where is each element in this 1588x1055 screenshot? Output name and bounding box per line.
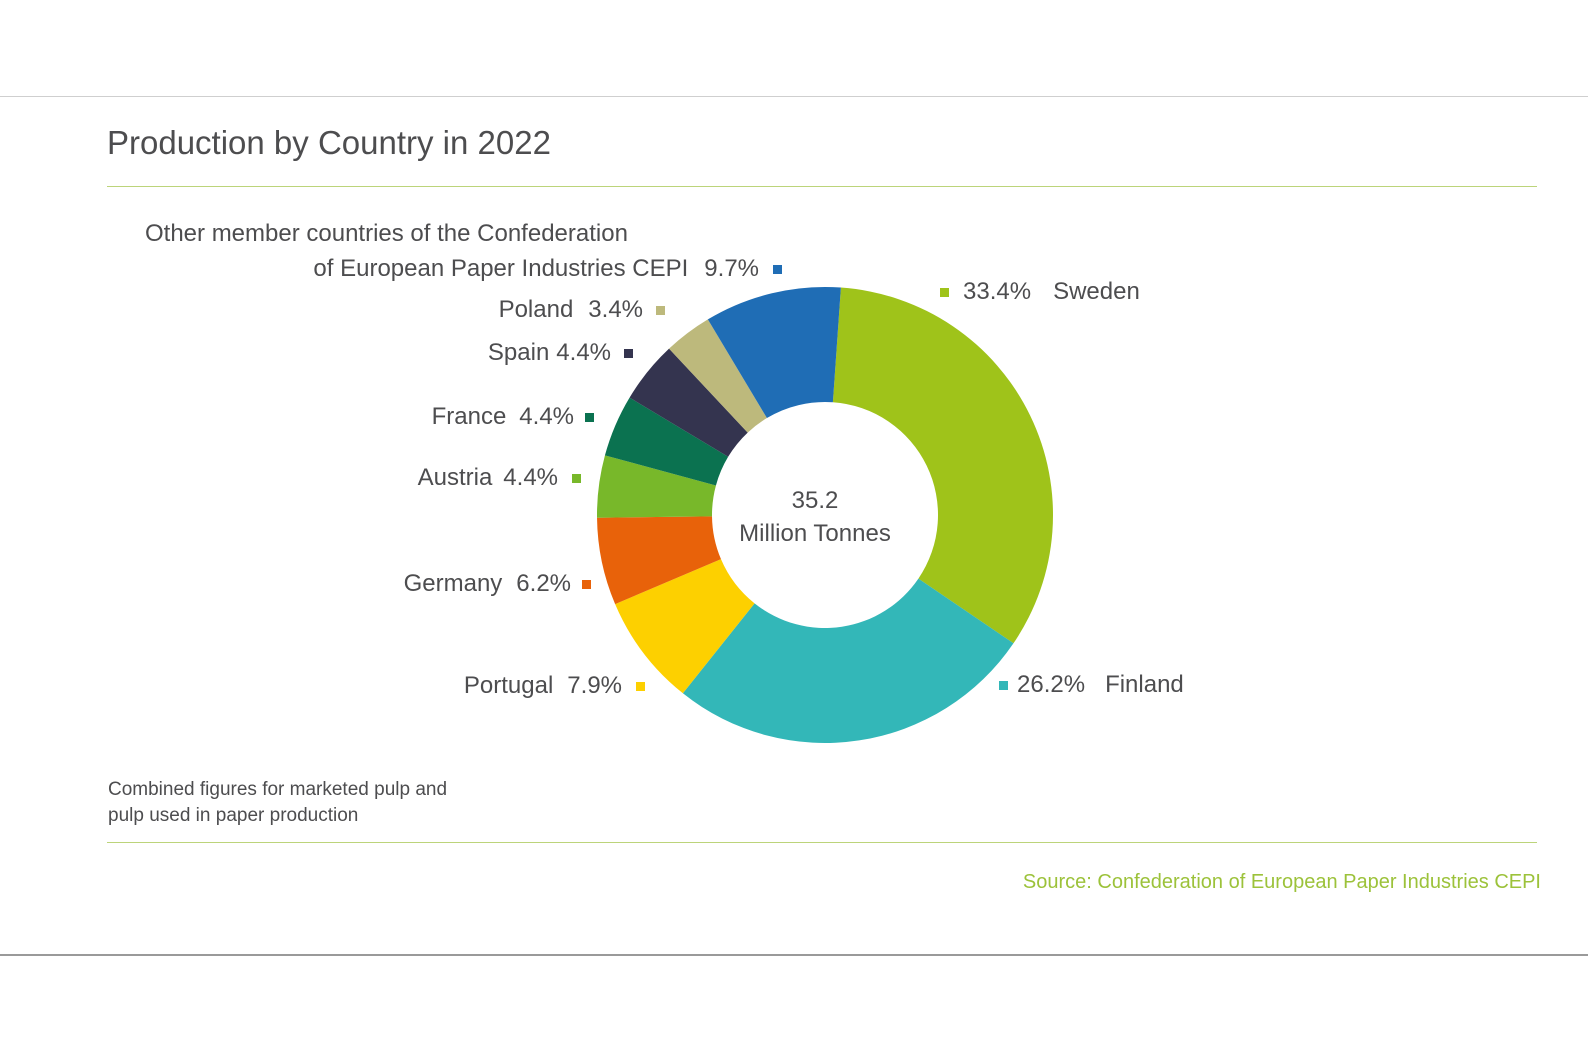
label-finland-value: 26.2% xyxy=(1017,671,1085,699)
label-sweden-value: 33.4% xyxy=(963,278,1031,306)
label-austria: Austria 4.4% xyxy=(418,464,581,492)
label-austria-name: Austria xyxy=(418,464,493,492)
legend-swatch-spain xyxy=(624,349,633,358)
label-france-value: 4.4% xyxy=(519,403,574,431)
label-spain-value: 4.4% xyxy=(556,339,611,367)
label-france-name: France xyxy=(432,403,507,431)
legend-swatch-austria xyxy=(572,474,581,483)
bottom-divider xyxy=(0,954,1588,956)
label-france: France 4.4% xyxy=(432,403,594,431)
label-other-name-line2: of European Paper Industries CEPI xyxy=(313,255,688,283)
label-germany-value: 6.2% xyxy=(516,570,571,598)
source-credit: Source: Confederation of European Paper … xyxy=(1023,871,1541,894)
label-sweden-name: Sweden xyxy=(1053,278,1140,306)
legend-swatch-portugal xyxy=(636,682,645,691)
footnote-line1: Combined figures for marketed pulp and xyxy=(108,777,528,803)
label-finland-name: Finland xyxy=(1105,671,1184,699)
label-portugal: Portugal 7.9% xyxy=(464,672,645,700)
label-finland: 26.2% Finland xyxy=(999,671,1184,699)
label-germany-name: Germany xyxy=(404,570,503,598)
label-poland-value: 3.4% xyxy=(588,296,643,324)
footer-divider xyxy=(107,842,1537,843)
legend-swatch-germany xyxy=(582,580,591,589)
legend-swatch-france xyxy=(585,413,594,422)
legend-swatch-sweden xyxy=(940,288,949,297)
footnote-line2: pulp used in paper production xyxy=(108,803,528,829)
label-spain: Spain 4.4% xyxy=(488,339,633,367)
label-austria-value: 4.4% xyxy=(503,464,558,492)
label-sweden: 33.4% Sweden xyxy=(940,278,1140,306)
legend-swatch-other xyxy=(773,265,782,274)
label-portugal-name: Portugal xyxy=(464,672,553,700)
label-other-value: 9.7% xyxy=(704,255,759,283)
label-other-line1: Other member countries of the Confederat… xyxy=(145,220,628,248)
total-unit: Million Tonnes xyxy=(705,517,925,550)
legend-swatch-poland xyxy=(656,306,665,315)
label-portugal-value: 7.9% xyxy=(567,672,622,700)
label-spain-name: Spain xyxy=(488,339,549,367)
donut-center-total: 35.2 Million Tonnes xyxy=(705,484,925,550)
label-other-name-line1: Other member countries of the Confederat… xyxy=(145,220,628,248)
label-poland-name: Poland xyxy=(499,296,574,324)
legend-swatch-finland xyxy=(999,681,1008,690)
donut-slice-sweden xyxy=(833,288,1053,644)
label-poland: Poland 3.4% xyxy=(499,296,665,324)
footnote: Combined figures for marketed pulp and p… xyxy=(108,777,528,829)
label-germany: Germany 6.2% xyxy=(404,570,591,598)
total-value: 35.2 xyxy=(705,484,925,517)
label-other-line2: of European Paper Industries CEPI 9.7% xyxy=(313,255,782,283)
